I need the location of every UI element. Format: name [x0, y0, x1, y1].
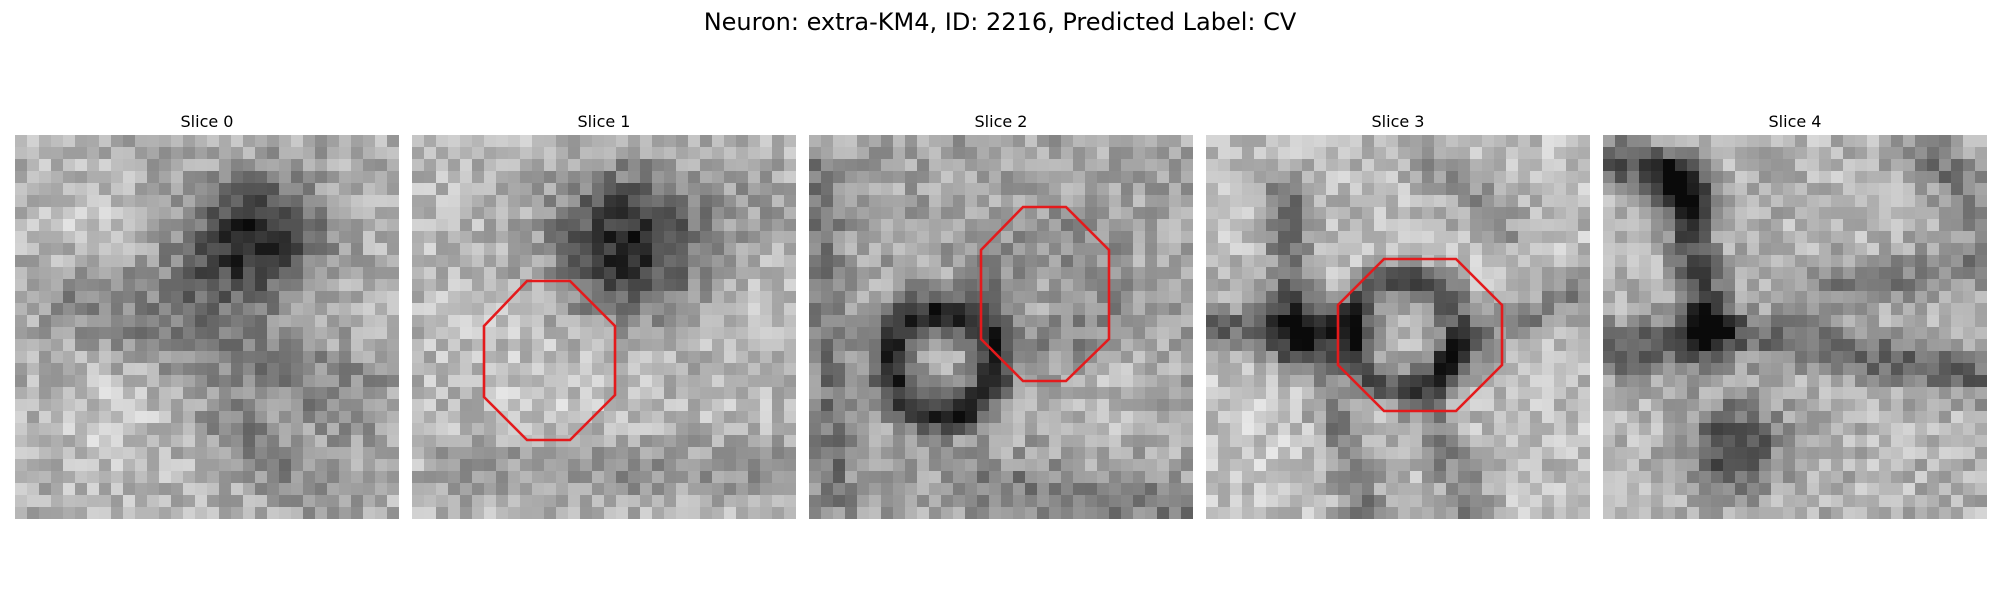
- slice-panel: Slice 2: [809, 109, 1193, 519]
- slice-title: Slice 3: [1371, 112, 1425, 131]
- slice-image: [809, 135, 1193, 519]
- slice-title: Slice 2: [974, 112, 1028, 131]
- slice-title: Slice 1: [577, 112, 631, 131]
- detection-octagon: [979, 205, 1111, 383]
- slice-title: Slice 4: [1768, 112, 1822, 131]
- slice-panel: Slice 1: [412, 109, 796, 519]
- slice-marker-overlay: [1336, 257, 1504, 413]
- slice-image: [412, 135, 796, 519]
- slice-panel: Slice 4: [1603, 109, 1987, 519]
- slice-image: [1206, 135, 1590, 519]
- slice-image: [15, 135, 399, 519]
- slice-marker-overlay: [482, 279, 617, 442]
- slice-panel: Slice 0: [15, 109, 399, 519]
- detection-octagon: [482, 279, 617, 442]
- detection-octagon: [1336, 257, 1504, 413]
- slice-panel: Slice 3: [1206, 109, 1590, 519]
- slice-image: [1603, 135, 1987, 519]
- slice-title: Slice 0: [180, 112, 234, 131]
- slice-marker-overlay: [979, 205, 1111, 383]
- figure-title: Neuron: extra-KM4, ID: 2216, Predicted L…: [703, 8, 1297, 36]
